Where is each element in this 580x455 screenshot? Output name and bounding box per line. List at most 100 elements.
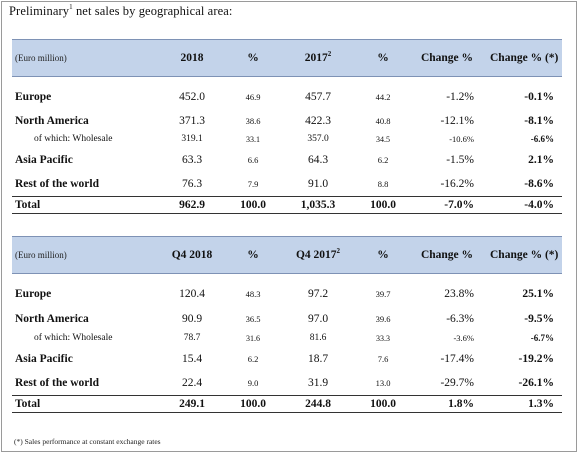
change-cell: -6.3%: [446, 312, 474, 325]
pct-cell: 13.0: [375, 378, 391, 389]
change-const-cell: -6.7%: [530, 333, 554, 343]
value-cell: 422.3: [305, 114, 331, 127]
region-label: Europe: [15, 288, 52, 300]
value-cell: 90.9: [181, 312, 203, 325]
value-cell: 81.6: [309, 333, 327, 343]
change-cell: -29.7%: [440, 377, 474, 390]
region-label: North America: [15, 312, 89, 325]
table-header-row: (Euro million) 2018 % 20172 % Change % C…: [12, 39, 562, 77]
col-header-pct: %: [226, 39, 280, 77]
table-subrow: of which: Wholesale 319.1 33.1 357.0 34.…: [12, 132, 562, 147]
change-cell: -3.6%: [453, 333, 474, 343]
value-cell: 120.4: [179, 288, 205, 300]
pct-cell: 100.0: [356, 196, 410, 214]
change-const-cell: -6.6%: [530, 134, 554, 144]
change-const-cell: 1.3%: [484, 395, 562, 413]
pct-cell: 6.2: [247, 353, 259, 364]
table-row: Rest of the world 76.3 7.9 91.0 8.8 -16.…: [12, 173, 562, 197]
pct-cell: 7.6: [377, 353, 389, 364]
value-cell: 91.0: [307, 178, 329, 191]
table-row: North America 371.3 38.6 422.3 40.8 -12.…: [12, 110, 562, 132]
pct-cell: 100.0: [226, 395, 280, 413]
change-const-cell: -26.1%: [518, 377, 554, 390]
change-cell: -10.6%: [449, 134, 474, 144]
change-const-cell: -0.1%: [524, 91, 554, 103]
value-cell: 319.1: [181, 134, 203, 144]
value-cell: 78.7: [183, 333, 201, 343]
region-label: Rest of the world: [15, 178, 99, 191]
pct-cell: 100.0: [226, 196, 280, 214]
change-const-cell: -8.1%: [524, 114, 554, 127]
value-cell: 371.3: [179, 114, 205, 127]
change-const-cell: 25.1%: [522, 288, 554, 300]
pct-cell: 33.1: [246, 134, 260, 144]
quarterly-sales-table: (Euro million) Q4 2018 % Q4 20172 % Chan…: [12, 236, 562, 413]
change-const-cell: -19.2%: [518, 352, 554, 365]
change-const-cell: 2.1%: [528, 153, 554, 166]
pct-cell: 100.0: [356, 395, 410, 413]
section-heading: Preliminary1 net sales by geographical a…: [9, 3, 233, 18]
col-header-year: 2018: [158, 39, 226, 77]
change-const-cell: -4.0%: [484, 196, 562, 214]
unit-label: (Euro million): [12, 39, 158, 77]
pct-cell: 31.6: [246, 333, 260, 343]
value-cell: 15.4: [181, 352, 203, 365]
region-label: North America: [15, 114, 89, 127]
region-label: Europe: [15, 91, 52, 103]
change-cell: -1.5%: [446, 153, 474, 166]
col-header-prior-year: 20172: [280, 39, 356, 77]
value-cell: 18.7: [307, 352, 329, 365]
col-header-change-const: Change % (*): [484, 236, 562, 274]
col-header-pct: %: [356, 39, 410, 77]
footnote-ref-1: 1: [69, 3, 73, 11]
pct-cell: 48.3: [245, 289, 261, 299]
pct-cell: 38.6: [245, 115, 261, 126]
col-header-prior-quarter: Q4 20172: [280, 236, 356, 274]
table-row: Rest of the world 22.4 9.0 31.9 13.0 -29…: [12, 372, 562, 396]
table-row: North America 90.9 36.5 97.0 39.6 -6.3% …: [12, 307, 562, 331]
change-cell: 1.8%: [410, 395, 484, 413]
pct-cell: 46.9: [245, 92, 261, 102]
table-row: Asia Pacific 15.4 6.2 18.7 7.6 -17.4% -1…: [12, 346, 562, 372]
col-header-pct: %: [226, 236, 280, 274]
col-header-change-const: Change % (*): [484, 39, 562, 77]
change-cell: -17.4%: [440, 352, 474, 365]
value-cell: 249.1: [158, 395, 226, 413]
value-cell: 76.3: [181, 178, 203, 191]
unit-label: (Euro million): [12, 236, 158, 274]
value-cell: 64.3: [307, 153, 329, 166]
col-header-quarter: Q4 2018: [158, 236, 226, 274]
value-cell: 1,035.3: [280, 196, 356, 214]
value-cell: 97.0: [307, 312, 329, 325]
pct-cell: 6.6: [247, 154, 259, 165]
change-cell: -1.2%: [446, 91, 474, 103]
pct-cell: 39.6: [375, 313, 391, 324]
total-label: Total: [12, 395, 158, 413]
change-const-cell: -9.5%: [524, 312, 554, 325]
pct-cell: 6.2: [377, 154, 389, 165]
value-cell: 244.8: [280, 395, 356, 413]
pct-cell: 40.8: [375, 115, 391, 126]
change-const-cell: -8.6%: [524, 178, 554, 191]
table-header-row: (Euro million) Q4 2018 % Q4 20172 % Chan…: [12, 236, 562, 274]
value-cell: 962.9: [158, 196, 226, 214]
pct-cell: 44.2: [375, 92, 391, 102]
value-cell: 63.3: [181, 153, 203, 166]
pct-cell: 39.7: [375, 289, 391, 299]
table-row: Asia Pacific 63.3 6.6 64.3 6.2 -1.5% 2.1…: [12, 147, 562, 173]
total-label: Total: [12, 196, 158, 214]
annual-sales-table: (Euro million) 2018 % 20172 % Change % C…: [12, 39, 562, 214]
region-label: Asia Pacific: [15, 352, 73, 365]
change-cell: -16.2%: [440, 178, 474, 191]
value-cell: 357.0: [307, 134, 329, 144]
col-header-pct: %: [356, 236, 410, 274]
total-row: Total 962.9 100.0 1,035.3 100.0 -7.0% -4…: [12, 196, 562, 214]
change-cell: -12.1%: [440, 114, 474, 127]
pct-cell: 34.5: [376, 134, 390, 144]
pct-cell: 8.8: [377, 179, 389, 190]
value-cell: 97.2: [307, 288, 329, 300]
region-label: Rest of the world: [15, 377, 99, 390]
table-subrow: of which: Wholesale 78.7 31.6 81.6 33.3 …: [12, 331, 562, 346]
pct-cell: 7.9: [247, 179, 259, 190]
